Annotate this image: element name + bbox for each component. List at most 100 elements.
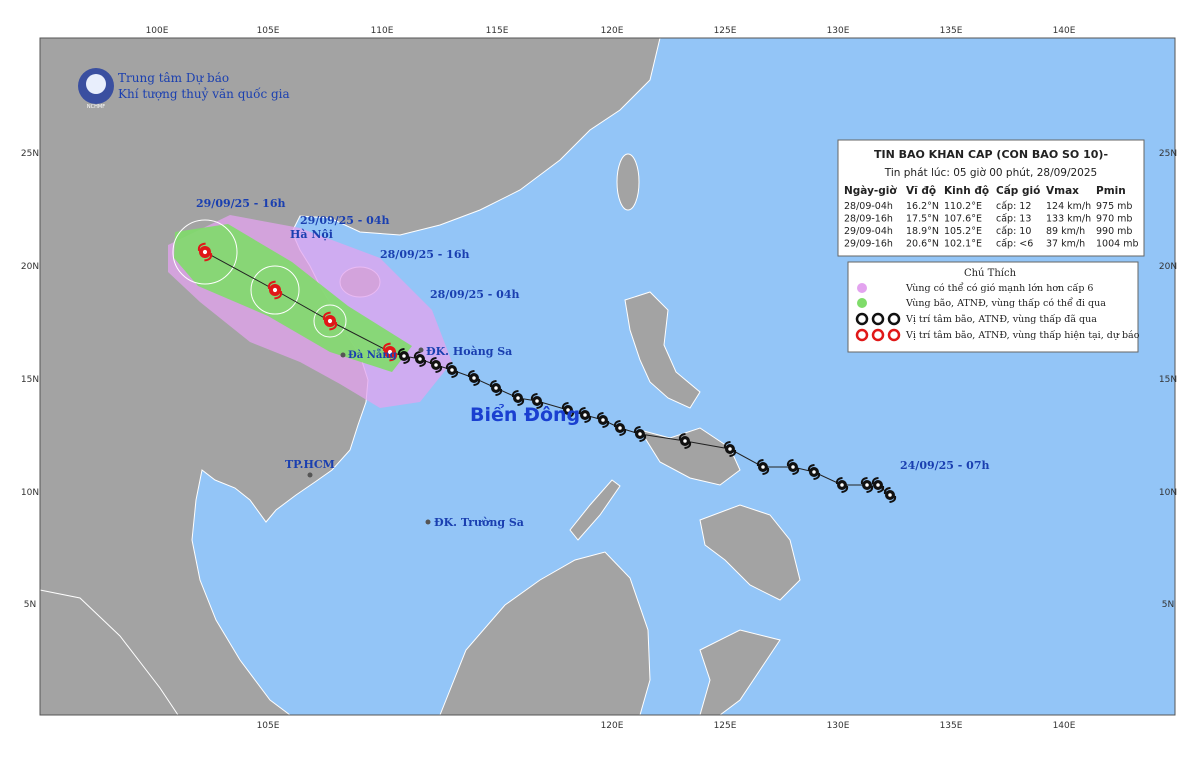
storm-arm bbox=[602, 420, 610, 428]
lon-label: 125E bbox=[714, 721, 737, 731]
storm-arm bbox=[413, 351, 421, 359]
storm-eye bbox=[202, 249, 208, 255]
storm-eye bbox=[791, 465, 795, 469]
lon-label: 120E bbox=[601, 721, 624, 731]
storm-arm bbox=[397, 348, 405, 356]
storm-symbol bbox=[489, 380, 503, 396]
mindanao bbox=[699, 504, 801, 601]
storm-arm bbox=[883, 487, 891, 495]
storm-symbol bbox=[467, 370, 481, 386]
table-cell: 29/09-04h bbox=[844, 226, 893, 237]
storm-eye bbox=[418, 357, 422, 361]
storm-arm bbox=[536, 401, 544, 409]
place-label: Hà Nội bbox=[290, 228, 333, 241]
storm-eye bbox=[535, 399, 539, 403]
table-cell: 133 km/h bbox=[1046, 214, 1091, 225]
place-label: ĐK. Hoàng Sa bbox=[426, 345, 512, 358]
storm-symbol bbox=[807, 464, 821, 480]
storm-symbol bbox=[756, 459, 770, 475]
storm-symbol bbox=[860, 477, 874, 493]
storm-symbol bbox=[596, 412, 610, 428]
legend-swatch bbox=[857, 283, 867, 293]
storm-arm bbox=[445, 362, 453, 370]
storm-eye bbox=[840, 483, 844, 487]
storm-symbol bbox=[835, 477, 849, 493]
storm-symbol bbox=[445, 362, 459, 378]
palawan bbox=[569, 479, 621, 541]
storm-symbol bbox=[397, 348, 411, 364]
storm-symbol bbox=[786, 459, 800, 475]
table-cell: 102.1°E bbox=[944, 239, 982, 250]
legend-item: Vị trí tâm bão, ATNĐ, vùng thấp đã qua bbox=[905, 314, 1097, 325]
lon-label: 130E bbox=[827, 721, 850, 731]
lon-label: 130E bbox=[827, 26, 850, 36]
storm-arm bbox=[419, 359, 427, 367]
column-header: Kinh độ bbox=[944, 185, 989, 197]
lat-label: 5N bbox=[24, 600, 36, 610]
storm-symbol bbox=[883, 487, 897, 503]
storm-arm bbox=[329, 322, 338, 331]
lat-label: 20N bbox=[21, 262, 39, 272]
visayas bbox=[638, 427, 741, 486]
legend-swatch bbox=[887, 328, 901, 342]
org-line: Trung tâm Dự báo bbox=[118, 71, 229, 85]
table-cell: 16.2°N bbox=[906, 201, 939, 212]
legend-title: Chú Thích bbox=[964, 268, 1017, 279]
legend-swatch bbox=[857, 298, 867, 308]
place-label: 28/09/25 - 04h bbox=[430, 288, 520, 301]
taiwan bbox=[616, 153, 640, 211]
table-cell: cấp: 10 bbox=[996, 226, 1031, 237]
storm-eye bbox=[876, 483, 880, 487]
legend-swatch bbox=[871, 312, 885, 326]
storm-symbol bbox=[429, 357, 443, 373]
column-header: Cấp gió bbox=[996, 184, 1040, 197]
storm-arm bbox=[807, 464, 815, 472]
storm-eye bbox=[683, 439, 687, 443]
legend-swatch bbox=[855, 328, 869, 342]
lon-label: 100E bbox=[146, 26, 169, 36]
storm-eye bbox=[472, 376, 476, 380]
storm-arm bbox=[841, 485, 849, 493]
storm-eye bbox=[728, 447, 732, 451]
storm-arm bbox=[567, 410, 575, 418]
legend-swatch bbox=[887, 312, 901, 326]
storm-arm bbox=[871, 477, 879, 485]
storm-arm bbox=[866, 485, 874, 493]
storm-arm bbox=[578, 407, 586, 415]
column-header: Vĩ độ bbox=[906, 185, 936, 197]
storm-arm bbox=[756, 459, 764, 467]
place-label: Biển Đông bbox=[470, 403, 580, 426]
storm-arm bbox=[530, 393, 538, 401]
table-cell: 990 mb bbox=[1096, 226, 1132, 237]
storm-symbol bbox=[871, 477, 885, 493]
legend-item: Vị trí tâm bão, ATNĐ, vùng thấp hiện tại… bbox=[905, 330, 1140, 341]
table-cell: 1004 mb bbox=[1096, 239, 1138, 250]
storm-eye bbox=[888, 493, 892, 497]
storm-eye bbox=[583, 413, 587, 417]
storm-symbol bbox=[561, 402, 575, 418]
table-cell: cấp: 13 bbox=[996, 214, 1031, 225]
place-label: TP.HCM bbox=[285, 458, 335, 471]
storm-arm bbox=[684, 441, 692, 449]
table-cell: 18.9°N bbox=[906, 226, 939, 237]
storm-arm bbox=[877, 485, 885, 493]
storm-eye bbox=[566, 408, 570, 412]
circle bbox=[250, 265, 300, 315]
bulletin-title: TIN BAO KHAN CAP (CON BAO SO 10)- bbox=[874, 148, 1108, 161]
storm-eye bbox=[434, 363, 438, 367]
storm-arm bbox=[678, 433, 686, 441]
lat-label: 15N bbox=[1159, 375, 1177, 385]
place-label: 29/09/25 - 16h bbox=[196, 197, 286, 210]
column-header: Ngày-giờ bbox=[844, 185, 897, 197]
place-dot bbox=[340, 352, 346, 358]
storm-eye bbox=[387, 349, 393, 355]
table-cell: 28/09-16h bbox=[844, 214, 893, 225]
logo bbox=[78, 68, 114, 104]
storm-arm bbox=[561, 402, 569, 410]
storm-arm bbox=[197, 242, 206, 251]
place-label: ĐK. Trường Sa bbox=[434, 516, 524, 529]
table-cell: 105.2°E bbox=[944, 226, 982, 237]
borneo bbox=[439, 551, 651, 716]
table-cell: 29/09-16h bbox=[844, 239, 893, 250]
storm-eye bbox=[450, 368, 454, 372]
